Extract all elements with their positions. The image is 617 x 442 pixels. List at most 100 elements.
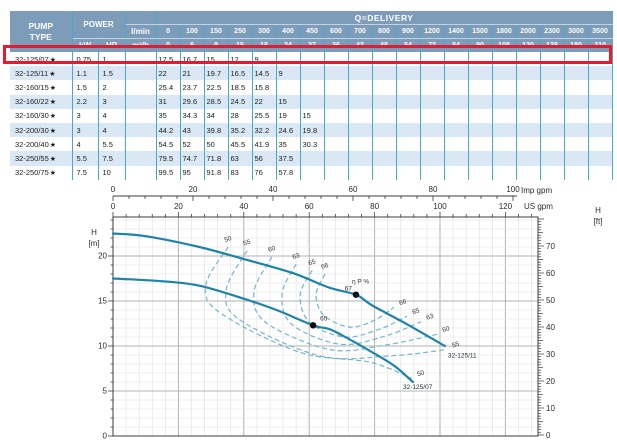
flow-lmin-header: 0 xyxy=(156,24,181,39)
delivery-cell: 22 xyxy=(156,66,181,81)
delivery-cell xyxy=(540,151,565,166)
delivery-cell xyxy=(540,108,565,123)
delivery-cell xyxy=(444,94,469,109)
delivery-cell: 21 xyxy=(180,66,205,81)
table-row: 32-160/22★ 2.2 3 31 29.6 28.5 24.5 22 15 xyxy=(10,94,613,109)
delivery-cell xyxy=(516,80,541,95)
unit-cell xyxy=(125,151,157,166)
delivery-cell xyxy=(444,80,469,95)
efficiency-contour xyxy=(253,256,438,352)
delivery-cell xyxy=(348,80,373,95)
delivery-cell xyxy=(420,66,445,81)
delivery-cell xyxy=(396,94,421,109)
delivery-cell: 35.2 xyxy=(228,122,253,138)
efficiency-label: 55 xyxy=(243,238,252,247)
star-icon: ★ xyxy=(49,99,57,107)
delivery-cell xyxy=(516,137,541,152)
delivery-cell xyxy=(396,80,421,95)
delivery-cell: 43 xyxy=(180,122,205,138)
delivery-cell xyxy=(468,80,493,95)
delivery-cell xyxy=(396,108,421,123)
us-gpm-tick-label: 20 xyxy=(174,202,183,211)
efficiency-unit-label: η P % xyxy=(352,279,369,286)
delivery-cell: 15.8 xyxy=(252,80,277,95)
delivery-cell: 57.8 xyxy=(276,165,301,180)
delivery-cell xyxy=(420,137,445,152)
h-m-tick-label: 15 xyxy=(98,297,107,306)
efficiency-label: 65 xyxy=(308,258,317,267)
delivery-cell xyxy=(492,122,517,138)
delivery-cell xyxy=(324,165,349,180)
delivery-cell xyxy=(564,137,589,152)
delivery-cell: 52 xyxy=(180,137,205,152)
curve-name-label: 32-125/11 xyxy=(448,353,477,360)
h-m-axis: 0 5 10 15 20 H [m] xyxy=(88,219,113,441)
star-icon: ★ xyxy=(49,127,57,135)
delivery-cell xyxy=(324,108,349,123)
star-icon: ★ xyxy=(49,113,57,121)
delivery-cell xyxy=(492,80,517,95)
h-ft-axis: 0 10 20 30 40 50 60 70 H [ft] xyxy=(538,206,602,440)
delivery-cell xyxy=(276,80,301,95)
delivery-cell xyxy=(564,80,589,95)
pump-type-cell: 32-160/15★ xyxy=(10,80,73,95)
efficiency-label: 50 xyxy=(416,369,425,378)
us-gpm-tick-label: 60 xyxy=(305,202,314,211)
delivery-cell xyxy=(324,94,349,109)
efficiency-label: 60 xyxy=(267,245,276,254)
kw-cell: 1.5 xyxy=(72,80,99,95)
delivery-cell: 24.6 xyxy=(276,122,301,138)
delivery-cell xyxy=(588,137,613,152)
delivery-cell xyxy=(324,66,349,81)
delivery-cell xyxy=(444,137,469,152)
flow-lmin-header: 2000 xyxy=(516,24,541,39)
delivery-cell xyxy=(492,151,517,166)
kw-cell: 4 xyxy=(72,137,99,152)
table-row: 32-250/75★ 7.5 10 99.5 95 91.8 83 76 57.8 xyxy=(10,165,613,180)
delivery-cell xyxy=(420,80,445,95)
hp-cell: 3 xyxy=(98,94,126,109)
delivery-cell xyxy=(588,165,613,180)
delivery-cell: 50 xyxy=(204,137,229,152)
imp-gpm-axis: 0 20 40 60 80 100 Imp gpm xyxy=(111,185,552,201)
delivery-cell: 79.5 xyxy=(156,151,181,166)
delivery-cell xyxy=(540,137,565,152)
delivery-cell xyxy=(468,94,493,109)
delivery-cell xyxy=(324,137,349,152)
pump-type-cell: 32-160/22★ xyxy=(10,94,73,109)
us-gpm-tick-label: 120 xyxy=(499,202,513,211)
hp-cell: 4 xyxy=(98,108,126,123)
delivery-cell xyxy=(372,137,397,152)
delivery-cell: 45.5 xyxy=(228,137,253,152)
imp-gpm-tick-label: 60 xyxy=(349,185,358,194)
svg-text:[m]: [m] xyxy=(88,239,99,248)
imp-gpm-axis-label: Imp gpm xyxy=(521,186,552,195)
delivery-cell: 34.3 xyxy=(180,108,205,123)
us-gpm-tick-label: 100 xyxy=(433,202,447,211)
delivery-cell xyxy=(372,80,397,95)
delivery-cell: 37.5 xyxy=(276,151,301,166)
delivery-cell xyxy=(300,80,325,95)
delivery-cell: 34 xyxy=(204,108,229,123)
delivery-cell xyxy=(516,66,541,81)
delivery-cell: 56 xyxy=(252,151,277,166)
delivery-cell xyxy=(420,94,445,109)
delivery-cell xyxy=(444,66,469,81)
delivery-cell xyxy=(564,66,589,81)
efficiency-contour xyxy=(299,270,408,338)
bep-label: 67 xyxy=(345,286,353,293)
delivery-cell: 19.7 xyxy=(204,66,229,81)
unit-lmin-header: l/min xyxy=(125,24,157,39)
bep-markers: 67η P % 65 xyxy=(309,279,369,329)
delivery-cell xyxy=(564,122,589,138)
h-ft-tick-label: 40 xyxy=(546,323,555,332)
h-m-tick-label: 10 xyxy=(98,342,107,351)
delivery-cell: 15 xyxy=(300,108,325,123)
delivery-cell xyxy=(468,108,493,123)
delivery-cell: 25.5 xyxy=(252,108,277,123)
delivery-cell xyxy=(564,108,589,123)
pump-type-cell: 32-160/30★ xyxy=(10,108,73,123)
delivery-cell xyxy=(348,137,373,152)
hp-cell: 5.5 xyxy=(98,137,126,152)
